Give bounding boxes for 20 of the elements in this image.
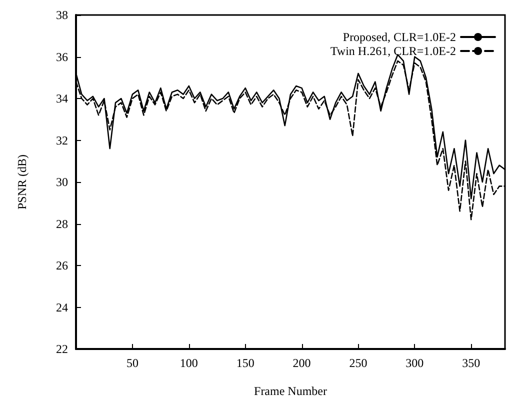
x-tick-label: 200 [292,356,311,370]
y-tick-label: 36 [56,50,68,64]
y-tick-label: 34 [56,92,68,106]
y-tick-label: 24 [56,300,68,314]
legend-label: Proposed, CLR=1.0E-2 [342,30,456,44]
y-tick-label: 32 [56,133,68,148]
y-tick-label: 26 [56,258,68,272]
y-axis-title: PSNR (dB) [15,154,29,210]
x-tick-label: 350 [462,356,480,370]
x-axis-title: Frame Number [254,384,327,398]
x-tick-label: 50 [126,356,138,370]
y-tick-label: 38 [56,8,68,22]
y-tick-label: 30 [56,175,68,189]
legend-label: Twin H.261, CLR=1.0E-2 [330,44,456,58]
y-tick-label: 22 [56,342,68,356]
y-tick-label: 28 [56,216,68,231]
x-tick-label: 300 [406,356,424,370]
x-tick-label: 150 [236,356,254,370]
x-tick-label: 250 [349,356,368,370]
x-tick-label: 100 [180,356,198,370]
